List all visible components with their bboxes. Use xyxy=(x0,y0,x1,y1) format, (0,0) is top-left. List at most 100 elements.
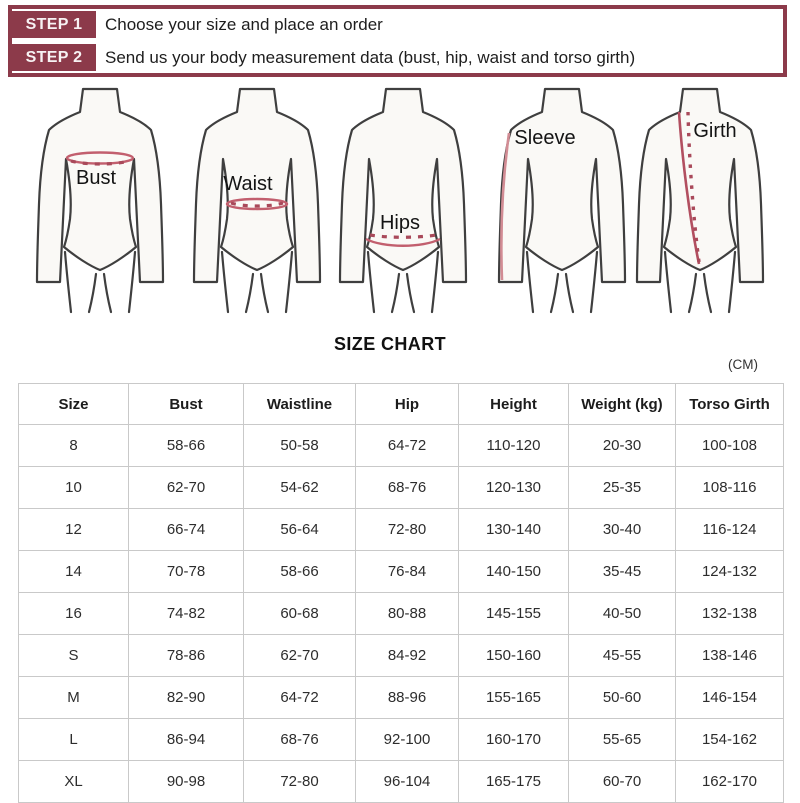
torso-girth-cell: 108-116 xyxy=(675,466,784,509)
size-cell: 16 xyxy=(18,592,129,635)
waistline-cell: 58-66 xyxy=(243,550,356,593)
hip-cell: 72-80 xyxy=(355,508,459,551)
unit-label: (CM) xyxy=(728,357,758,372)
table-row: 12 66-74 56-64 72-80 130-140 30-40 116-1… xyxy=(18,508,784,551)
bust-dashed-line xyxy=(70,159,130,166)
leotard-figure-hips: Hips xyxy=(338,87,468,314)
waistline-cell: 50-58 xyxy=(243,424,356,467)
size-cell: L xyxy=(18,718,129,761)
leotard-figure-waist: Waist xyxy=(192,87,322,314)
step1-text: Choose your size and place an order xyxy=(105,14,383,34)
figure-label-waist: Waist xyxy=(223,173,273,195)
size-cell: 12 xyxy=(18,508,129,551)
figure-label-girth: Girth xyxy=(693,120,736,142)
size-cell: M xyxy=(18,676,129,719)
column-header-size: Size xyxy=(18,383,129,425)
figure-label-hips: Hips xyxy=(380,212,420,234)
weight-cell: 45-55 xyxy=(568,634,676,677)
table-row: 16 74-82 60-68 80-88 145-155 40-50 132-1… xyxy=(18,592,784,635)
hip-cell: 84-92 xyxy=(355,634,459,677)
hips-measure-line xyxy=(365,237,441,247)
step1-badge: STEP 1 xyxy=(12,11,96,38)
weight-cell: 30-40 xyxy=(568,508,676,551)
torso-girth-cell: 132-138 xyxy=(675,592,784,635)
steps-banner: STEP 1 Choose your size and place an ord… xyxy=(8,5,787,77)
torso-girth-cell: 138-146 xyxy=(675,634,784,677)
size-cell: S xyxy=(18,634,129,677)
girth-dashed-line xyxy=(686,111,701,263)
torso-girth-cell: 162-170 xyxy=(675,760,784,803)
column-header-hip: Hip xyxy=(355,383,459,425)
column-header-height: Height xyxy=(458,383,569,425)
torso-girth-cell: 146-154 xyxy=(675,676,784,719)
column-header-weight: Weight (kg) xyxy=(568,383,676,425)
sleeve-measure-line xyxy=(500,132,511,281)
leotard-figure-sleeve: Sleeve xyxy=(497,87,627,314)
size-cell: 8 xyxy=(18,424,129,467)
weight-cell: 55-65 xyxy=(568,718,676,761)
waistline-cell: 62-70 xyxy=(243,634,356,677)
table-row: 10 62-70 54-62 68-76 120-130 25-35 108-1… xyxy=(18,466,784,509)
hip-cell: 92-100 xyxy=(355,718,459,761)
hip-cell: 76-84 xyxy=(355,550,459,593)
waistline-cell: 68-76 xyxy=(243,718,356,761)
hip-cell: 64-72 xyxy=(355,424,459,467)
figure-label-bust: Bust xyxy=(76,167,116,189)
hips-dashed-line xyxy=(369,233,437,239)
waistline-cell: 64-72 xyxy=(243,676,356,719)
figure-label-sleeve: Sleeve xyxy=(514,127,575,149)
step-row-1: STEP 1 Choose your size and place an ord… xyxy=(12,11,783,38)
torso-girth-cell: 100-108 xyxy=(675,424,784,467)
waist-dashed-line xyxy=(230,201,284,208)
weight-cell: 50-60 xyxy=(568,676,676,719)
leotard-figure-bust: Bust xyxy=(35,87,165,314)
weight-cell: 35-45 xyxy=(568,550,676,593)
weight-cell: 20-30 xyxy=(568,424,676,467)
bust-cell: 86-94 xyxy=(128,718,244,761)
torso-girth-cell: 116-124 xyxy=(675,508,784,551)
height-cell: 145-155 xyxy=(458,592,569,635)
measurement-figures: Bust Waist Hips Sleeve Girth xyxy=(0,86,800,321)
bust-cell: 90-98 xyxy=(128,760,244,803)
hip-cell: 80-88 xyxy=(355,592,459,635)
size-cell: 10 xyxy=(18,466,129,509)
bust-cell: 74-82 xyxy=(128,592,244,635)
height-cell: 140-150 xyxy=(458,550,569,593)
size-cell: 14 xyxy=(18,550,129,593)
hip-cell: 68-76 xyxy=(355,466,459,509)
table-row: M 82-90 64-72 88-96 155-165 50-60 146-15… xyxy=(18,676,784,719)
step2-text: Send us your body measurement data (bust… xyxy=(105,47,636,67)
bust-cell: 58-66 xyxy=(128,424,244,467)
table-row: 14 70-78 58-66 76-84 140-150 35-45 124-1… xyxy=(18,550,784,593)
bust-cell: 62-70 xyxy=(128,466,244,509)
bust-measure-line xyxy=(65,151,135,165)
height-cell: 120-130 xyxy=(458,466,569,509)
height-cell: 150-160 xyxy=(458,634,569,677)
bust-cell: 66-74 xyxy=(128,508,244,551)
waistline-cell: 54-62 xyxy=(243,466,356,509)
height-cell: 130-140 xyxy=(458,508,569,551)
size-chart-title: SIZE CHART xyxy=(334,334,446,354)
waistline-cell: 72-80 xyxy=(243,760,356,803)
bust-cell: 78-86 xyxy=(128,634,244,677)
table-row: 8 58-66 50-58 64-72 110-120 20-30 100-10… xyxy=(18,424,784,467)
table-row: L 86-94 68-76 92-100 160-170 55-65 154-1… xyxy=(18,718,784,761)
height-cell: 160-170 xyxy=(458,718,569,761)
hip-cell: 96-104 xyxy=(355,760,459,803)
table-row: XL 90-98 72-80 96-104 165-175 60-70 162-… xyxy=(18,760,784,803)
hip-cell: 88-96 xyxy=(355,676,459,719)
weight-cell: 25-35 xyxy=(568,466,676,509)
bust-cell: 82-90 xyxy=(128,676,244,719)
size-chart-table: Size Bust Waistline Hip Height Weight (k… xyxy=(18,383,784,803)
header-row: Size Bust Waistline Hip Height Weight (k… xyxy=(18,383,784,425)
height-cell: 165-175 xyxy=(458,760,569,803)
waistline-cell: 56-64 xyxy=(243,508,356,551)
size-cell: XL xyxy=(18,760,129,803)
leotard-figure-girth: Girth xyxy=(635,87,765,314)
waistline-cell: 60-68 xyxy=(243,592,356,635)
bust-cell: 70-78 xyxy=(128,550,244,593)
step-row-2: STEP 2 Send us your body measurement dat… xyxy=(12,44,783,71)
height-cell: 155-165 xyxy=(458,676,569,719)
weight-cell: 40-50 xyxy=(568,592,676,635)
table-row: S 78-86 62-70 84-92 150-160 45-55 138-14… xyxy=(18,634,784,677)
